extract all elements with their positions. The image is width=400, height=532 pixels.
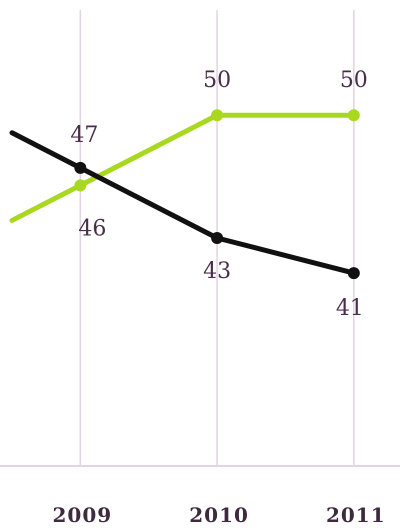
data-point-0-2009 <box>74 161 87 174</box>
label-layer: 47 43 41 46 50 50 <box>70 68 367 321</box>
x-axis-ticks: 2009 2010 2011 <box>53 503 386 527</box>
grid-layer <box>0 10 400 467</box>
series-layer <box>9 109 360 280</box>
series-line-0 <box>9 130 357 276</box>
x-tick-label-2011: 2011 <box>326 503 386 527</box>
data-label-1-2011: 50 <box>340 68 368 93</box>
data-point-1-2011 <box>347 109 360 122</box>
x-tick-label-2010: 2010 <box>189 503 249 527</box>
data-label-1-2010: 50 <box>203 68 231 93</box>
data-point-0-2010 <box>211 232 224 244</box>
data-point-0-2011 <box>347 267 360 280</box>
data-label-0-2011: 41 <box>336 296 364 321</box>
data-label-0-2009: 47 <box>70 123 98 148</box>
data-point-1-2009 <box>74 179 87 192</box>
data-label-1-2009: 46 <box>78 216 106 241</box>
series-line-1 <box>9 112 357 223</box>
data-point-1-2010 <box>211 109 224 122</box>
x-tick-label-2009: 2009 <box>53 503 113 527</box>
data-label-0-2010: 43 <box>203 259 231 284</box>
